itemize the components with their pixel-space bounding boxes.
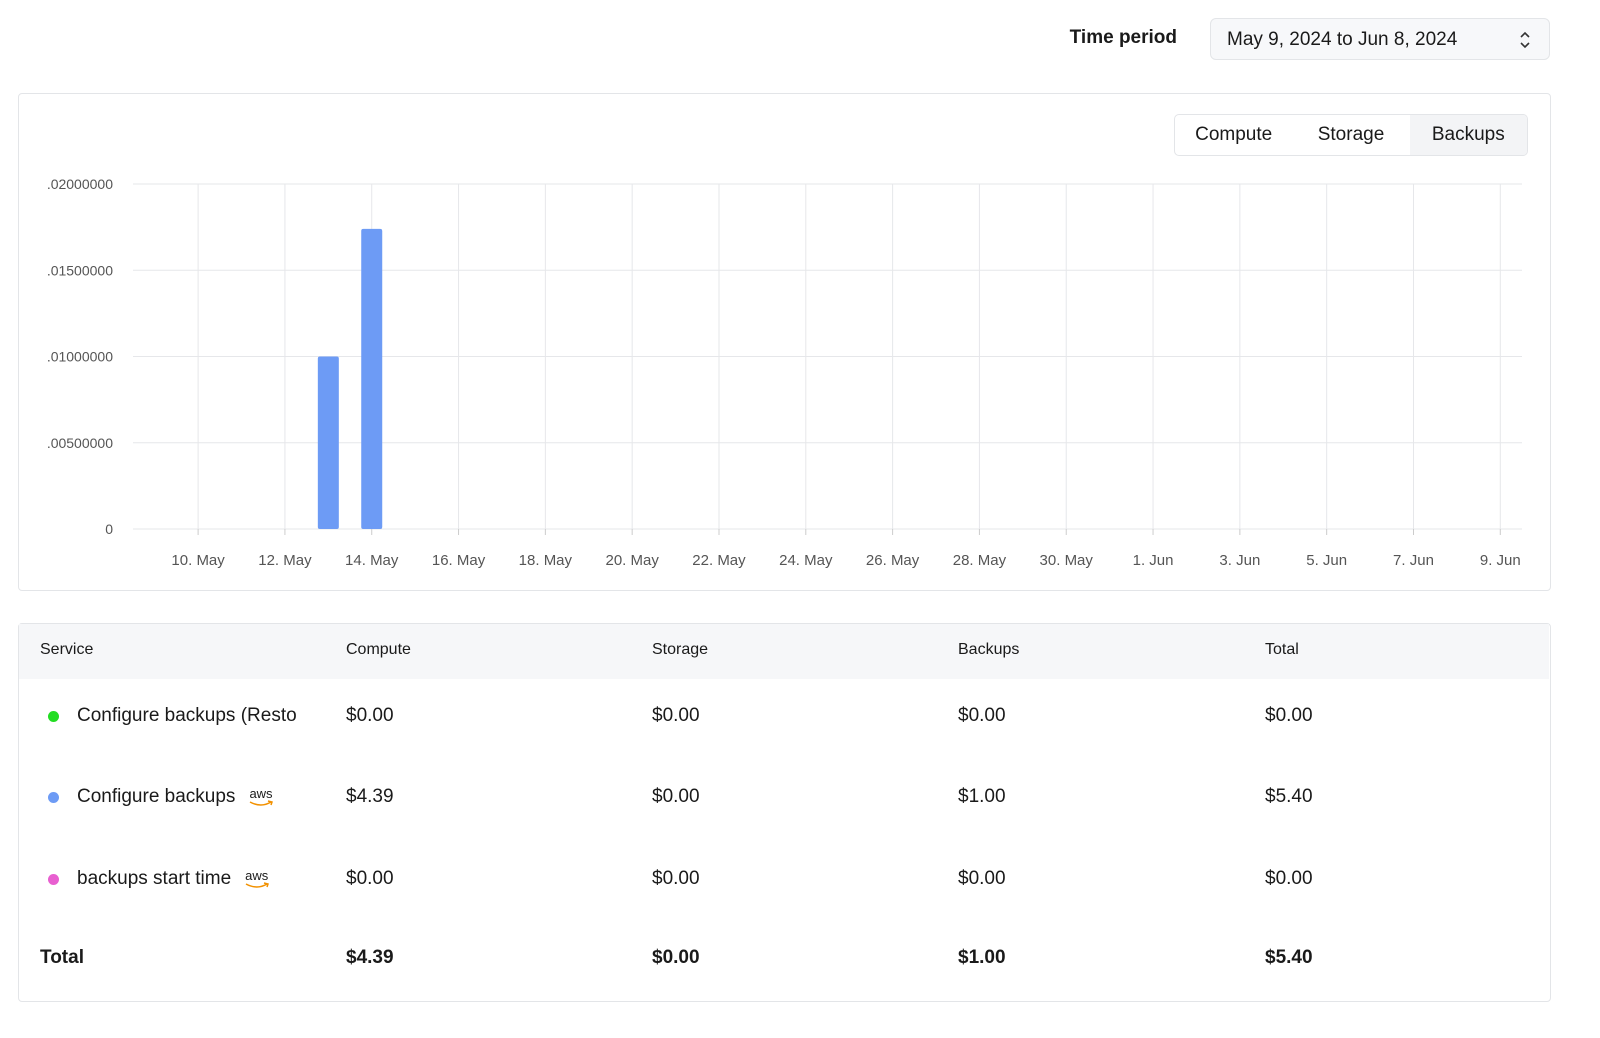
x-tick-label: 5. Jun	[1306, 552, 1347, 569]
tab[interactable]: Compute	[1195, 124, 1273, 145]
aws-smile	[245, 882, 270, 888]
x-tick-label: 20. May	[605, 552, 659, 569]
chevron-icon	[1520, 31, 1530, 49]
x-tick-label: 10. May	[171, 552, 225, 569]
x-tick-label: 3. Jun	[1219, 552, 1260, 569]
x-tick-label: 26. May	[866, 552, 920, 569]
x-tick-label: 30. May	[1040, 552, 1094, 569]
time-period-value: May 9, 2024 to Jun 8, 2024	[1227, 29, 1458, 50]
bar	[361, 228, 383, 529]
column-header: Service	[40, 641, 94, 658]
aws-smile	[250, 800, 274, 806]
table-card	[18, 623, 1551, 1002]
table-cell: $0.00	[1265, 705, 1313, 726]
table-cell: $0.00	[652, 705, 700, 726]
column-header: Storage	[652, 641, 709, 658]
x-tick-label: 7. Jun	[1393, 552, 1434, 569]
x-tick-label: 14. May	[345, 552, 399, 569]
x-tick-label: 22. May	[692, 552, 746, 569]
table-cell: $0.00	[958, 868, 1006, 889]
service-name: Configure backups (Resto	[77, 705, 297, 726]
status-dot	[48, 791, 59, 803]
x-tick-label: 16. May	[432, 552, 486, 569]
column-header: Total	[1265, 641, 1299, 658]
table-cell: $0.00	[1265, 868, 1313, 889]
tab-group: Compute Storage Backups	[1174, 114, 1528, 156]
column-header: Compute	[346, 641, 411, 658]
total-cell: $1.00	[958, 947, 1006, 968]
chart-card	[18, 93, 1551, 591]
table-cell: $0.00	[652, 786, 700, 807]
table-cell: $0.00	[346, 868, 394, 889]
table-cell: $5.40	[1265, 786, 1313, 807]
provider-badge: aws	[245, 868, 269, 883]
y-tick-label: 0	[105, 521, 113, 537]
service-name: backups start time	[77, 868, 232, 889]
table-cell: $4.39	[346, 786, 394, 807]
status-dot	[48, 873, 59, 885]
table-cell: $0.00	[652, 868, 700, 889]
table-cell: $1.00	[958, 786, 1006, 807]
total-label: Total	[40, 947, 84, 968]
x-tick-label: 18. May	[519, 552, 573, 569]
y-tick-label: .01000000	[47, 349, 113, 365]
tab[interactable]: Storage	[1317, 124, 1385, 145]
x-tick-label: 28. May	[953, 552, 1007, 569]
x-tick-label: 24. May	[779, 552, 833, 569]
time-period-label: Time period	[1069, 27, 1177, 48]
y-tick-label: .02000000	[47, 176, 113, 192]
total-cell: $5.40	[1265, 947, 1313, 968]
total-cell: $4.39	[346, 947, 394, 968]
y-tick-label: .00500000	[47, 435, 113, 451]
x-tick-label: 1. Jun	[1133, 552, 1174, 569]
total-cell: $0.00	[652, 947, 700, 968]
status-dot	[48, 710, 59, 722]
time-period-select[interactable]: May 9, 2024 to Jun 8, 2024	[1210, 18, 1550, 60]
table-cell: $0.00	[346, 705, 394, 726]
bar	[317, 356, 339, 529]
chart: 0 .00500000 .01000000 .01500000 .02000000 10.…	[47, 176, 1522, 569]
column-header: Backups	[958, 641, 1020, 658]
x-tick-label: 12. May	[258, 552, 312, 569]
provider-badge: aws	[249, 786, 273, 801]
tab[interactable]: Backups	[1409, 115, 1527, 155]
y-tick-label: .01500000	[47, 262, 113, 278]
service-name: Configure backups	[77, 786, 236, 807]
table-header	[19, 624, 1549, 679]
x-tick-label: 9. Jun	[1480, 552, 1521, 569]
table-cell: $0.00	[958, 705, 1006, 726]
